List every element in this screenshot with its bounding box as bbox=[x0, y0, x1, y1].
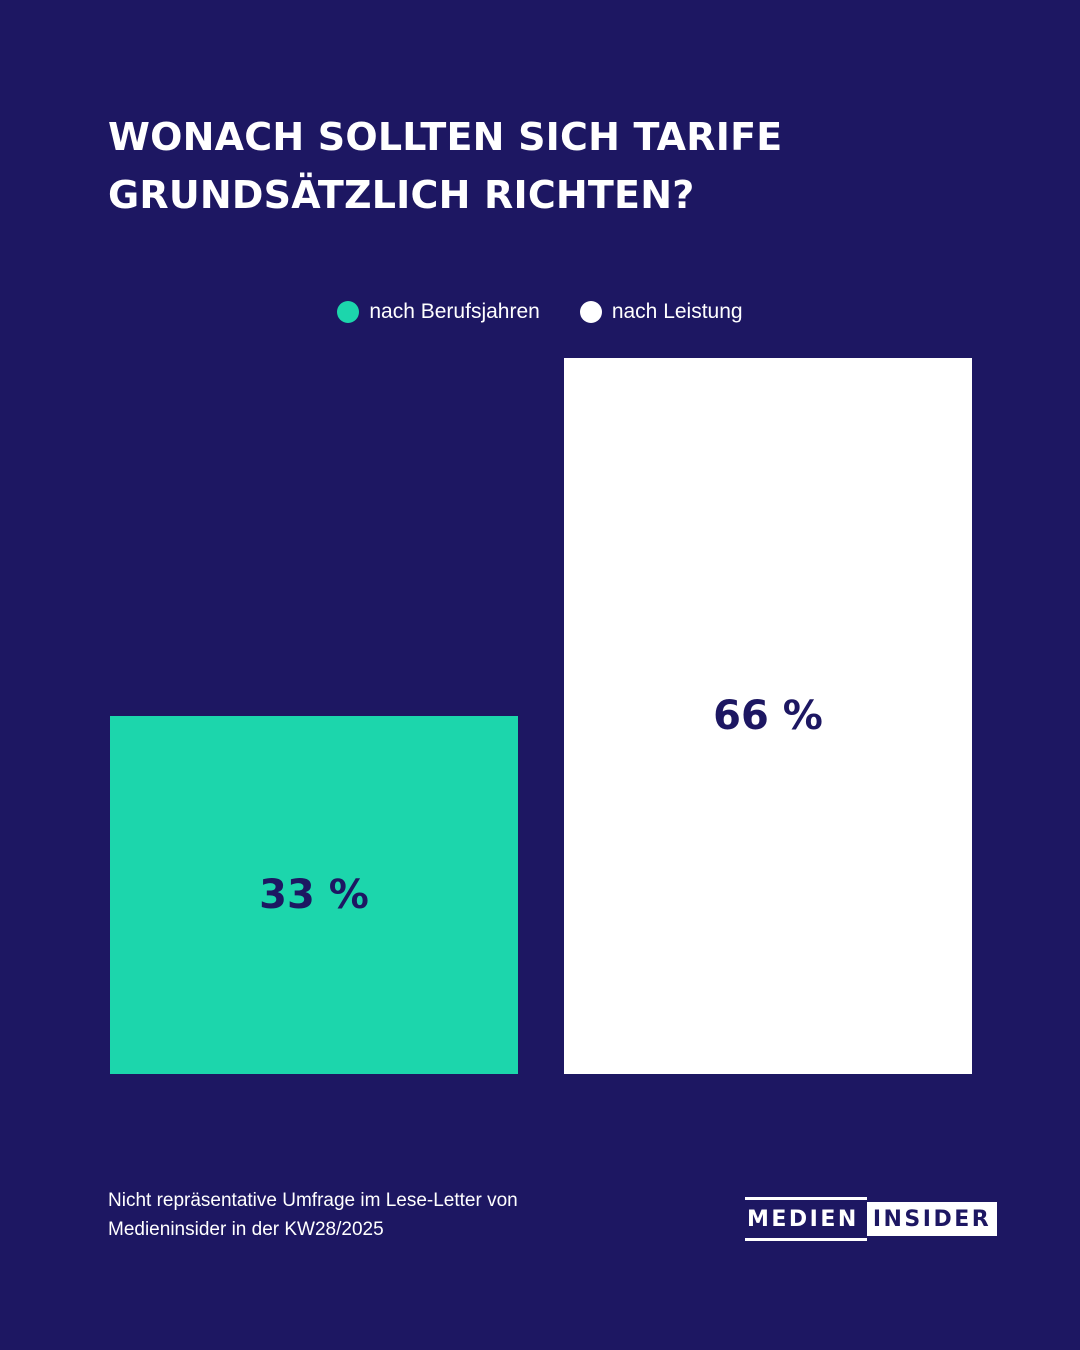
bar-berufsjahren bbox=[110, 716, 518, 1074]
medieninsider-logo: MEDIEN INSIDER bbox=[745, 1197, 998, 1241]
chart-title: WONACH SOLLTEN SICH TARIFE GRUNDSÄTZLICH… bbox=[108, 108, 968, 224]
survey-footnote: Nicht repräsentative Umfrage im Lese-Let… bbox=[108, 1186, 628, 1244]
bar-leistung bbox=[564, 358, 972, 1074]
legend-label-leistung: nach Leistung bbox=[611, 300, 743, 323]
footnote-line-1: Nicht repräsentative Umfrage im Lese-Let… bbox=[108, 1190, 518, 1211]
legend-dot-berufsjahren bbox=[337, 301, 360, 323]
logo-part-medien: MEDIEN bbox=[745, 1197, 867, 1241]
legend-label-berufsjahren: nach Berufsjahren bbox=[369, 300, 540, 323]
footnote-line-2: Medieninsider in der KW28/2025 bbox=[108, 1219, 384, 1240]
logo-part-insider: INSIDER bbox=[866, 1202, 998, 1236]
bar-value-label-leistung: 66 % bbox=[713, 693, 823, 739]
legend-dot-leistung bbox=[579, 301, 602, 323]
legend-item-berufsjahren: nach Berufsjahren bbox=[337, 300, 540, 324]
bar-value-label-berufsjahren: 33 % bbox=[259, 872, 369, 918]
chart-legend: nach Berufsjahren nach Leistung bbox=[0, 300, 1080, 324]
chart-title-line-2: GRUNDSÄTZLICH RICHTEN? bbox=[108, 173, 695, 217]
chart-title-line-1: WONACH SOLLTEN SICH TARIFE bbox=[108, 115, 783, 159]
legend-item-leistung: nach Leistung bbox=[579, 300, 743, 324]
